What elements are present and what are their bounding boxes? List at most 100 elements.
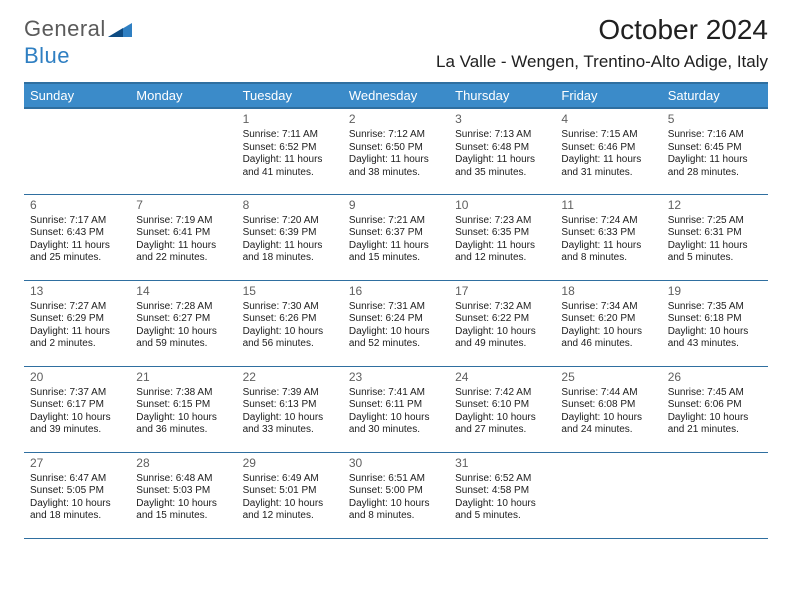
sunrise-line: Sunrise: 6:47 AM: [30, 473, 124, 486]
day-number: 7: [136, 198, 230, 213]
daylight-line: Daylight: 10 hours and 59 minutes.: [136, 326, 230, 351]
day-header: Sunday: [24, 83, 130, 108]
day-number: 14: [136, 284, 230, 299]
sunrise-line: Sunrise: 7:32 AM: [455, 301, 549, 314]
sunset-line: Sunset: 4:58 PM: [455, 485, 549, 498]
day-header: Wednesday: [343, 83, 449, 108]
day-number: 30: [349, 456, 443, 471]
brand-triangle-icon: [108, 17, 132, 43]
day-number: 15: [243, 284, 337, 299]
sunset-line: Sunset: 6:50 PM: [349, 142, 443, 155]
calendar-day-cell: 20Sunrise: 7:37 AMSunset: 6:17 PMDayligh…: [24, 366, 130, 452]
daylight-line: Daylight: 10 hours and 30 minutes.: [349, 412, 443, 437]
day-number: 31: [455, 456, 549, 471]
daylight-line: Daylight: 10 hours and 27 minutes.: [455, 412, 549, 437]
brand-logo: General Blue: [24, 16, 132, 69]
calendar-day-cell: 1Sunrise: 7:11 AMSunset: 6:52 PMDaylight…: [237, 108, 343, 194]
sunset-line: Sunset: 6:43 PM: [30, 227, 124, 240]
calendar-day-cell: [24, 108, 130, 194]
calendar-day-cell: 16Sunrise: 7:31 AMSunset: 6:24 PMDayligh…: [343, 280, 449, 366]
day-number: 10: [455, 198, 549, 213]
day-header: Tuesday: [237, 83, 343, 108]
sunrise-line: Sunrise: 7:19 AM: [136, 215, 230, 228]
calendar-week-row: 1Sunrise: 7:11 AMSunset: 6:52 PMDaylight…: [24, 108, 768, 194]
day-number: 5: [668, 112, 762, 127]
daylight-line: Daylight: 10 hours and 12 minutes.: [243, 498, 337, 523]
daylight-line: Daylight: 11 hours and 25 minutes.: [30, 240, 124, 265]
calendar-day-cell: 13Sunrise: 7:27 AMSunset: 6:29 PMDayligh…: [24, 280, 130, 366]
calendar-day-cell: 26 Sunrise: 7:45 AMSunset: 6:06 PMDayligh…: [662, 366, 768, 452]
sunrise-line: Sunrise: 7:39 AM: [243, 387, 337, 400]
sunset-line: Sunset: 6:33 PM: [561, 227, 655, 240]
day-number: 4: [561, 112, 655, 127]
day-number: 28: [136, 456, 230, 471]
daylight-line: Daylight: 11 hours and 12 minutes.: [455, 240, 549, 265]
day-number: 29: [243, 456, 337, 471]
day-number: 11: [561, 198, 655, 213]
sunset-line: Sunset: 6:13 PM: [243, 399, 337, 412]
day-number: 25: [561, 370, 655, 385]
daylight-line: Daylight: 11 hours and 28 minutes.: [668, 154, 762, 179]
calendar-day-cell: 9Sunrise: 7:21 AMSunset: 6:37 PMDaylight…: [343, 194, 449, 280]
sunset-line: Sunset: 6:35 PM: [455, 227, 549, 240]
sunset-line: Sunset: 6:45 PM: [668, 142, 762, 155]
sunset-line: Sunset: 5:01 PM: [243, 485, 337, 498]
sunrise-line: Sunrise: 7:45 AM: [668, 387, 762, 400]
sunset-line: Sunset: 6:06 PM: [668, 399, 762, 412]
daylight-line: Daylight: 11 hours and 15 minutes.: [349, 240, 443, 265]
day-header: Monday: [130, 83, 236, 108]
calendar-table: SundayMondayTuesdayWednesdayThursdayFrid…: [24, 82, 768, 539]
location-subtitle: La Valle - Wengen, Trentino-Alto Adige, …: [436, 52, 768, 72]
daylight-line: Daylight: 10 hours and 46 minutes.: [561, 326, 655, 351]
daylight-line: Daylight: 11 hours and 18 minutes.: [243, 240, 337, 265]
calendar-day-cell: 28Sunrise: 6:48 AMSunset: 5:03 PMDayligh…: [130, 452, 236, 538]
brand-part2: Blue: [24, 43, 70, 68]
sunrise-line: Sunrise: 7:37 AM: [30, 387, 124, 400]
daylight-line: Daylight: 10 hours and 39 minutes.: [30, 412, 124, 437]
sunrise-line: Sunrise: 7:16 AM: [668, 129, 762, 142]
daylight-line: Daylight: 11 hours and 5 minutes.: [668, 240, 762, 265]
daylight-line: Daylight: 11 hours and 22 minutes.: [136, 240, 230, 265]
daylight-line: Daylight: 10 hours and 33 minutes.: [243, 412, 337, 437]
sunset-line: Sunset: 6:10 PM: [455, 399, 549, 412]
calendar-day-cell: 24Sunrise: 7:42 AMSunset: 6:10 PMDayligh…: [449, 366, 555, 452]
sunrise-line: Sunrise: 7:23 AM: [455, 215, 549, 228]
sunset-line: Sunset: 6:24 PM: [349, 313, 443, 326]
daylight-line: Daylight: 11 hours and 2 minutes.: [30, 326, 124, 351]
sunset-line: Sunset: 6:26 PM: [243, 313, 337, 326]
day-header: Friday: [555, 83, 661, 108]
sunrise-line: Sunrise: 7:25 AM: [668, 215, 762, 228]
daylight-line: Daylight: 10 hours and 43 minutes.: [668, 326, 762, 351]
sunset-line: Sunset: 6:39 PM: [243, 227, 337, 240]
day-number: 13: [30, 284, 124, 299]
sunrise-line: Sunrise: 6:49 AM: [243, 473, 337, 486]
calendar-week-row: 6Sunrise: 7:17 AMSunset: 6:43 PMDaylight…: [24, 194, 768, 280]
day-number: 8: [243, 198, 337, 213]
sunset-line: Sunset: 6:46 PM: [561, 142, 655, 155]
calendar-day-cell: 11Sunrise: 7:24 AMSunset: 6:33 PMDayligh…: [555, 194, 661, 280]
daylight-line: Daylight: 10 hours and 21 minutes.: [668, 412, 762, 437]
day-number: 26: [668, 370, 762, 385]
day-number: 23: [349, 370, 443, 385]
calendar-day-cell: 25Sunrise: 7:44 AMSunset: 6:08 PMDayligh…: [555, 366, 661, 452]
calendar-week-row: 13Sunrise: 7:27 AMSunset: 6:29 PMDayligh…: [24, 280, 768, 366]
day-header: Thursday: [449, 83, 555, 108]
sunset-line: Sunset: 6:17 PM: [30, 399, 124, 412]
sunset-line: Sunset: 5:00 PM: [349, 485, 443, 498]
sunset-line: Sunset: 6:18 PM: [668, 313, 762, 326]
sunrise-line: Sunrise: 7:12 AM: [349, 129, 443, 142]
sunset-line: Sunset: 6:48 PM: [455, 142, 549, 155]
sunset-line: Sunset: 6:11 PM: [349, 399, 443, 412]
sunrise-line: Sunrise: 7:42 AM: [455, 387, 549, 400]
calendar-header: SundayMondayTuesdayWednesdayThursdayFrid…: [24, 83, 768, 108]
day-number: 19: [668, 284, 762, 299]
sunrise-line: Sunrise: 6:48 AM: [136, 473, 230, 486]
daylight-line: Daylight: 10 hours and 56 minutes.: [243, 326, 337, 351]
calendar-day-cell: 4Sunrise: 7:15 AMSunset: 6:46 PMDaylight…: [555, 108, 661, 194]
calendar-day-cell: [662, 452, 768, 538]
calendar-day-cell: 8Sunrise: 7:20 AMSunset: 6:39 PMDaylight…: [237, 194, 343, 280]
daylight-line: Daylight: 10 hours and 49 minutes.: [455, 326, 549, 351]
sunrise-line: Sunrise: 7:11 AM: [243, 129, 337, 142]
calendar-day-cell: 18Sunrise: 7:34 AMSunset: 6:20 PMDayligh…: [555, 280, 661, 366]
brand-part1: General: [24, 16, 106, 41]
